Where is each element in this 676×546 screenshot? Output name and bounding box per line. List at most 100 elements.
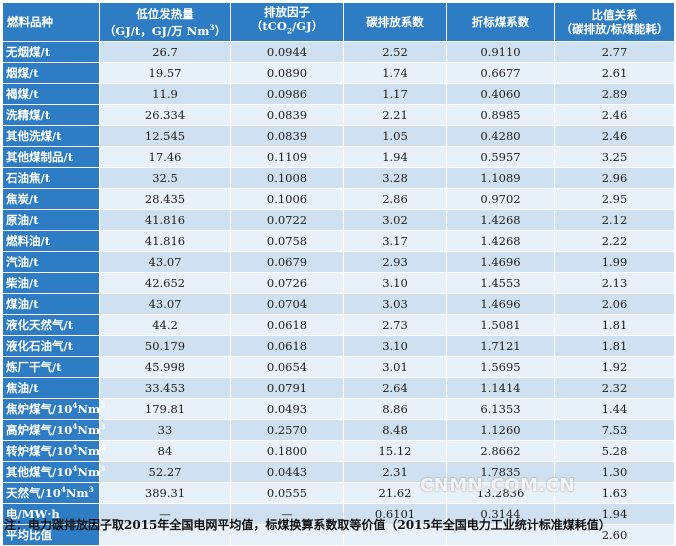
factor-cell: 0.0944 — [230, 41, 344, 63]
heat-cell: 52.27 — [99, 461, 231, 483]
header-heat-line1: 低位发热量 — [136, 6, 194, 21]
heat-cell: 43.07 — [99, 251, 231, 273]
fuel-name-part: 4 — [72, 422, 78, 432]
heat-cell: 41.816 — [99, 209, 231, 231]
coal-cell: 1.1260 — [446, 419, 555, 441]
fuel-name-cell: 焦油/t — [2, 377, 100, 399]
header-carbon-coefficient: 碳排放系数 — [343, 2, 447, 42]
fuel-name-part: 4 — [72, 443, 78, 453]
header-fuel-type: 燃料品种 — [2, 2, 100, 42]
carbon-cell: 2.31 — [343, 461, 447, 483]
fuel-name-cell: 液化天然气/t — [2, 314, 100, 336]
header-heat-unit-sup: 3 — [209, 22, 215, 32]
fuel-name-part: Nm — [65, 486, 89, 500]
heat-cell: 33 — [99, 419, 231, 441]
coal-cell: 1.5695 — [446, 356, 555, 378]
fuel-name-cell: 烟煤/t — [2, 62, 100, 84]
fuel-name-part: 4 — [72, 401, 78, 411]
fuel-name-cell: 天然气/104Nm3 — [2, 482, 100, 504]
header-ratio-line2: （碳排放/标煤能耗） — [560, 22, 669, 36]
carbon-cell: 1.05 — [343, 125, 447, 147]
carbon-cell: 8.48 — [343, 419, 447, 441]
fuel-name-part: 3 — [100, 464, 106, 474]
factor-cell: 0.0758 — [230, 230, 344, 252]
ratio-cell: 2.77 — [554, 41, 675, 63]
carbon-cell: 3.17 — [343, 230, 447, 252]
coal-cell: 1.1089 — [446, 167, 555, 189]
fuel-name-cell: 电/MW·h — [2, 503, 100, 525]
ratio-cell: 2.95 — [554, 188, 675, 210]
watermark: CNMN.COM.CN — [420, 475, 576, 496]
header-coal-coefficient: 折标煤系数 — [446, 2, 555, 42]
factor-cell: 0.0654 — [230, 356, 344, 378]
fuel-name-part: Nm — [77, 423, 101, 437]
carbon-cell: 2.93 — [343, 251, 447, 273]
ratio-cell: 2.32 — [554, 377, 675, 399]
factor-cell: 0.0890 — [230, 62, 344, 84]
fuel-name-part: 3 — [88, 485, 94, 495]
table-row: 其他煤气/104Nm3 52.27 0.0443 2.31 1.7835 1.30 — [2, 461, 675, 483]
table-row: 液化石油气/t 50.179 0.0618 3.10 1.7121 1.81 — [2, 335, 675, 357]
heat-cell: 84 — [99, 440, 231, 462]
header-ratio-line1: 比值关系 — [591, 8, 638, 22]
table-row: 柴油/t 42.652 0.0726 3.10 1.4553 2.13 — [2, 272, 675, 294]
coal-cell: 1.5081 — [446, 314, 555, 336]
table-row: 石油焦/t 32.5 0.1008 3.28 1.1089 2.96 — [2, 167, 675, 189]
carbon-cell: 3.10 — [343, 272, 447, 294]
header-factor-unit-a: （tCO — [250, 19, 287, 34]
coal-cell: 1.4268 — [446, 209, 555, 231]
coal-cell: 0.6677 — [446, 62, 555, 84]
fuel-name-cell: 液化石油气/t — [2, 335, 100, 357]
table-row: 天然气/104Nm3 389.31 0.0555 21.62 13.2836 1.63 — [2, 482, 675, 504]
fuel-name-cell: 高炉煤气/104Nm3 — [2, 419, 105, 441]
header-heat-value: 低位发热量 （GJ/t，GJ/万 Nm3） — [99, 2, 231, 42]
fuel-name-part: 4 — [60, 485, 66, 495]
carbon-cell: 2.52 — [343, 41, 447, 63]
coal-cell: 0.4280 — [446, 125, 555, 147]
factor-cell: 0.0791 — [230, 377, 344, 399]
fuel-name-cell: 无烟煤/t — [2, 41, 100, 63]
coal-cell: 6.1353 — [446, 398, 555, 420]
table-row: 洗精煤/t 26.334 0.0839 2.21 0.8985 2.46 — [2, 104, 675, 126]
ratio-cell: 5.28 — [554, 440, 675, 462]
heat-cell: 45.998 — [99, 356, 231, 378]
fuel-name-cell: 柴油/t — [2, 272, 100, 294]
fuel-name-cell: 褐煤/t — [2, 83, 100, 105]
heat-cell: 42.652 — [99, 272, 231, 294]
coal-cell: 0.5957 — [446, 146, 555, 168]
coal-cell: 0.9702 — [446, 188, 555, 210]
heat-cell: 28.435 — [99, 188, 231, 210]
fuel-name-cell: 焦炭/t — [2, 188, 100, 210]
ratio-cell: 2.13 — [554, 272, 675, 294]
heat-cell: 43.07 — [99, 293, 231, 315]
coal-cell: 1.7121 — [446, 335, 555, 357]
header-factor-line1: 排放因子 — [264, 5, 310, 20]
carbon-cell: 2.21 — [343, 104, 447, 126]
coal-cell: 1.7835 — [446, 461, 555, 483]
fuel-name-part: 高炉煤气/10 — [6, 423, 73, 437]
heat-cell: 26.7 — [99, 41, 231, 63]
table-row: 炼厂干气/t 45.998 0.0654 3.01 1.5695 1.92 — [2, 356, 675, 378]
header-heat-unit-a: （GJ/t，GJ/万 Nm — [103, 23, 210, 38]
carbon-cell: 2.86 — [343, 188, 447, 210]
ratio-cell: 1.44 — [554, 398, 675, 420]
table-row: 煤油/t 43.07 0.0704 3.03 1.4696 2.06 — [2, 293, 675, 315]
fuel-name-part: Nm — [77, 465, 101, 479]
heat-cell: 41.816 — [99, 230, 231, 252]
ratio-cell: 1.81 — [554, 314, 675, 336]
header-ratio: 比值关系 （碳排放/标煤能耗） — [554, 2, 675, 42]
coal-cell: 1.1414 — [446, 377, 555, 399]
table-row: 其他洗煤/t 12.545 0.0839 1.05 0.4280 2.46 — [2, 125, 675, 147]
fuel-name-cell: 转炉煤气/104Nm3 — [2, 440, 105, 462]
table-row: 焦炉煤气/104Nm3 179.81 0.0493 8.86 6.1353 1.44 — [2, 398, 675, 420]
factor-cell: 0.0555 — [230, 482, 344, 504]
ratio-cell: 1.81 — [554, 335, 675, 357]
fuel-name-cell: 煤油/t — [2, 293, 100, 315]
table-row: 汽油/t 43.07 0.0679 2.93 1.4696 1.99 — [2, 251, 675, 273]
table-body: 无烟煤/t 26.7 0.0944 2.52 0.9110 2.77 烟煤/t 19.57 0.… — [2, 41, 675, 546]
table-row: 烟煤/t 19.57 0.0890 1.74 0.6677 2.61 — [2, 62, 675, 84]
ratio-cell: 2.61 — [554, 62, 675, 84]
ratio-cell: 2.06 — [554, 293, 675, 315]
